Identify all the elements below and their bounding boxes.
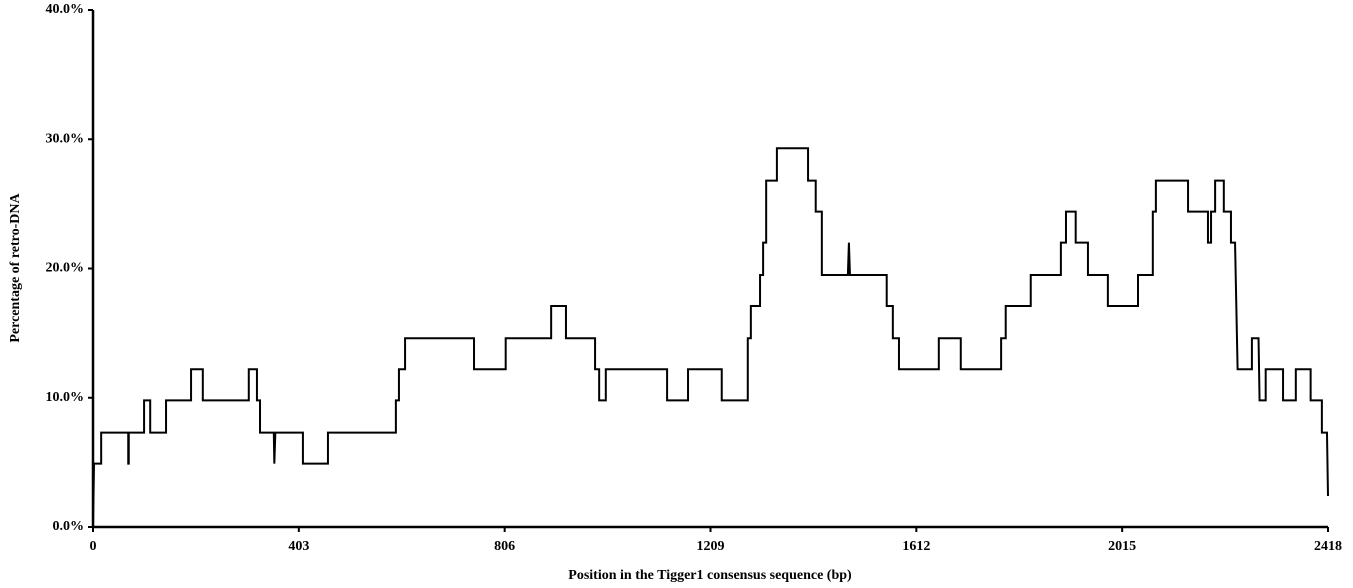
x-tick-label: 2015 — [1108, 539, 1136, 554]
x-tick-label: 806 — [494, 539, 515, 554]
y-tick-label: 0.0% — [53, 519, 85, 534]
x-tick-label: 0 — [90, 539, 97, 554]
y-axis-label: Percentage of retro-DNA — [8, 192, 23, 342]
x-axis-label: Position in the Tigger1 consensus sequen… — [568, 568, 852, 583]
x-tick-label: 1612 — [902, 539, 930, 554]
x-tick-label: 1209 — [697, 539, 725, 554]
data-line — [92, 147, 1329, 528]
y-tick-label: 40.0% — [46, 2, 85, 17]
y-tick-label: 30.0% — [46, 131, 85, 146]
y-tick-label: 10.0% — [46, 390, 85, 405]
y-tick-label: 20.0% — [46, 261, 85, 276]
x-tick-label: 403 — [288, 539, 309, 554]
x-tick-label: 2418 — [1314, 539, 1342, 554]
